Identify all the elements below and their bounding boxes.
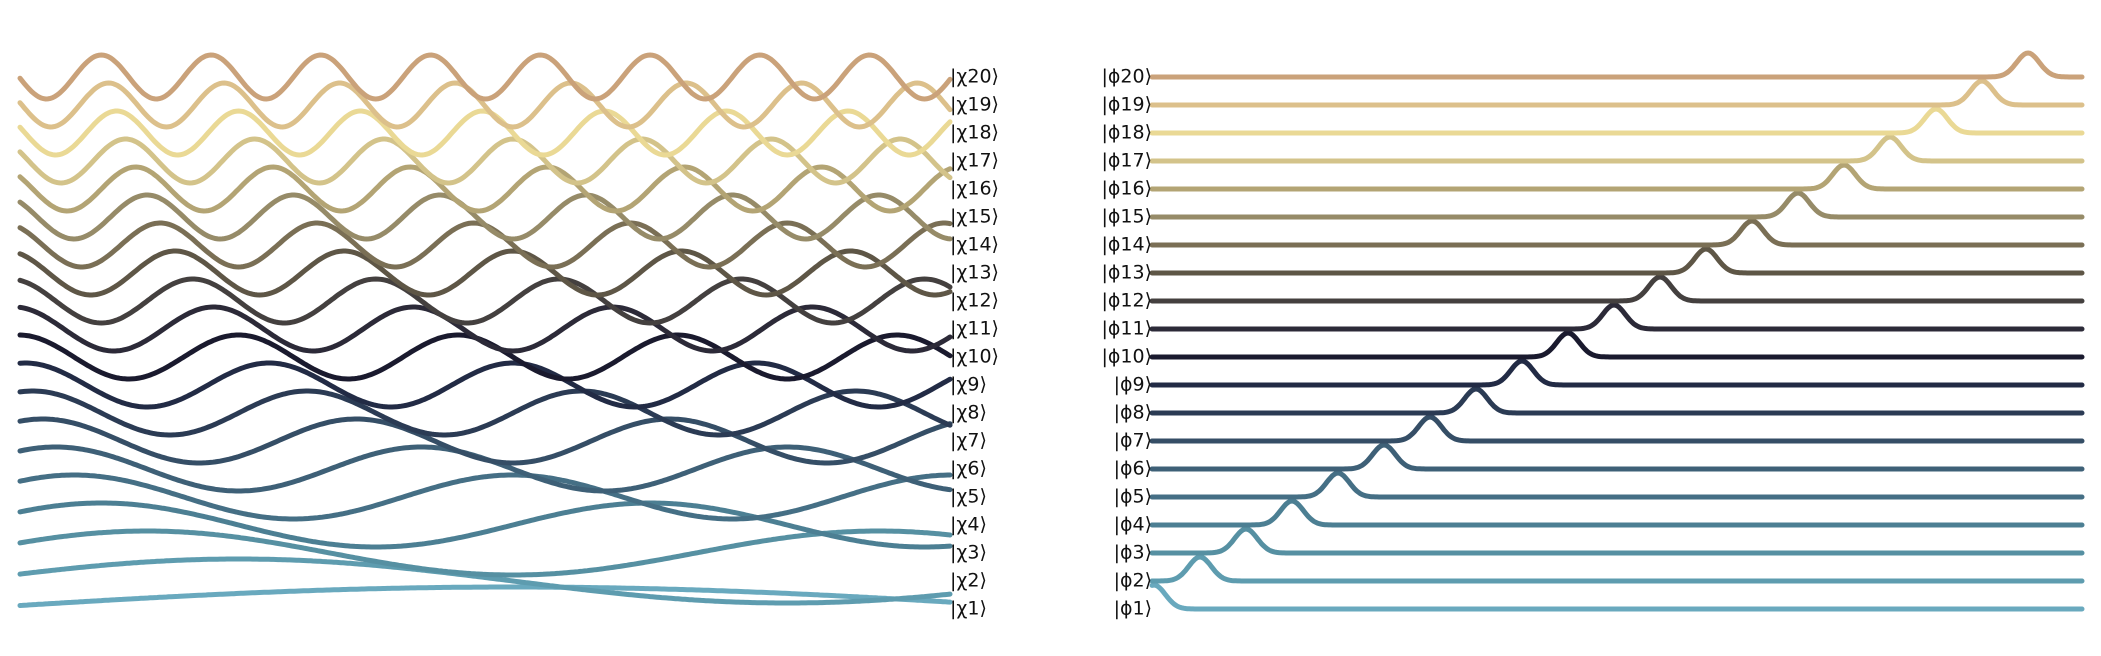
chi-label-18: |χ18⟩ — [950, 122, 999, 144]
chi-wave-20 — [17, 52, 953, 102]
chi-label-19: |χ19⟩ — [950, 94, 999, 116]
phi-label-4: |ϕ4⟩ — [1114, 514, 1152, 536]
phi-label-6: |ϕ6⟩ — [1114, 458, 1152, 480]
chi-wave-6 — [17, 444, 953, 494]
phi-label-20: |ϕ20⟩ — [1101, 66, 1152, 88]
chi-label-9: |χ9⟩ — [950, 374, 987, 396]
phi-wave-8 — [1149, 386, 2085, 416]
chi-label-3: |χ3⟩ — [950, 542, 987, 564]
chi-label-10: |χ10⟩ — [950, 346, 999, 368]
chi-label-8: |χ8⟩ — [950, 402, 987, 424]
chi-label-15: |χ15⟩ — [950, 206, 999, 228]
phi-wave-3 — [1149, 526, 2085, 556]
chi-wave-15 — [17, 192, 953, 242]
phi-wave-5 — [1149, 470, 2085, 500]
phi-wave-1 — [1149, 582, 2085, 612]
phi-label-15: |ϕ15⟩ — [1101, 206, 1152, 228]
chi-wave-5 — [17, 472, 953, 522]
phi-wave-15 — [1149, 190, 2085, 220]
chi-wave-16 — [17, 164, 953, 214]
phi-label-13: |ϕ13⟩ — [1101, 262, 1152, 284]
phi-wave-18 — [1149, 106, 2085, 136]
chi-label-14: |χ14⟩ — [950, 234, 999, 256]
chi-wave-18 — [17, 108, 953, 158]
phi-wave-4 — [1149, 498, 2085, 528]
chi-wave-13 — [17, 248, 953, 298]
right-panel-phi-states: |ϕ1⟩ |ϕ2⟩ |ϕ3⟩ |ϕ4⟩ |ϕ5⟩ |ϕ6⟩ |ϕ7⟩ |ϕ8⟩ |ϕ9⟩ |ϕ10… — [1101, 50, 2085, 620]
chi-wave-9 — [17, 360, 953, 410]
chi-label-5: |χ5⟩ — [950, 486, 987, 508]
phi-label-14: |ϕ14⟩ — [1101, 234, 1152, 256]
chi-label-6: |χ6⟩ — [950, 458, 987, 480]
phi-label-7: |ϕ7⟩ — [1114, 430, 1152, 452]
chi-wave-8 — [17, 388, 953, 438]
chi-label-2: |χ2⟩ — [950, 570, 987, 592]
phi-label-11: |ϕ11⟩ — [1101, 318, 1152, 340]
phi-wave-16 — [1149, 162, 2085, 192]
phi-wave-19 — [1149, 78, 2085, 108]
chi-wave-1 — [17, 584, 953, 608]
phi-wave-11 — [1149, 302, 2085, 332]
phi-label-16: |ϕ16⟩ — [1101, 178, 1152, 200]
chi-label-11: |χ11⟩ — [950, 318, 999, 340]
chi-wave-12 — [17, 276, 953, 326]
chi-label-20: |χ20⟩ — [950, 66, 999, 88]
chi-wave-11 — [17, 304, 953, 354]
phi-label-17: |ϕ17⟩ — [1101, 150, 1152, 172]
phi-wave-2 — [1149, 554, 2085, 584]
phi-wave-9 — [1149, 358, 2085, 388]
phi-label-3: |ϕ3⟩ — [1114, 542, 1152, 564]
chi-wave-4 — [17, 500, 953, 550]
chi-label-17: |χ17⟩ — [950, 150, 999, 172]
left-panel-chi-states: |χ1⟩ |χ2⟩ |χ3⟩ |χ4⟩ |χ5⟩ |χ6⟩ |χ7⟩ |χ8⟩ |χ9⟩ |χ10… — [17, 52, 999, 620]
phi-label-18: |ϕ18⟩ — [1101, 122, 1152, 144]
phi-wave-20 — [1149, 50, 2085, 80]
phi-wave-7 — [1149, 414, 2085, 444]
phi-label-12: |ϕ12⟩ — [1101, 290, 1152, 312]
chi-label-4: |χ4⟩ — [950, 514, 987, 536]
phi-wave-6 — [1149, 442, 2085, 472]
phi-label-8: |ϕ8⟩ — [1114, 402, 1152, 424]
phi-label-2: |ϕ2⟩ — [1114, 570, 1152, 592]
chi-label-7: |χ7⟩ — [950, 430, 987, 452]
chi-wave-3 — [17, 528, 953, 578]
phi-wave-14 — [1149, 218, 2085, 248]
phi-wave-12 — [1149, 274, 2085, 304]
chi-label-13: |χ13⟩ — [950, 262, 999, 284]
phi-wave-13 — [1149, 246, 2085, 276]
phi-wave-10 — [1149, 330, 2085, 360]
chi-label-1: |χ1⟩ — [950, 598, 987, 620]
phi-label-1: |ϕ1⟩ — [1114, 598, 1152, 620]
phi-label-19: |ϕ19⟩ — [1101, 94, 1152, 116]
chi-wave-7 — [17, 416, 953, 466]
phi-label-9: |ϕ9⟩ — [1114, 374, 1152, 396]
phi-label-5: |ϕ5⟩ — [1114, 486, 1152, 508]
phi-label-10: |ϕ10⟩ — [1101, 346, 1152, 368]
phi-wave-17 — [1149, 134, 2085, 164]
chi-label-16: |χ16⟩ — [950, 178, 999, 200]
chi-label-12: |χ12⟩ — [950, 290, 999, 312]
chi-wave-2 — [17, 556, 953, 606]
chi-wave-19 — [17, 80, 953, 130]
